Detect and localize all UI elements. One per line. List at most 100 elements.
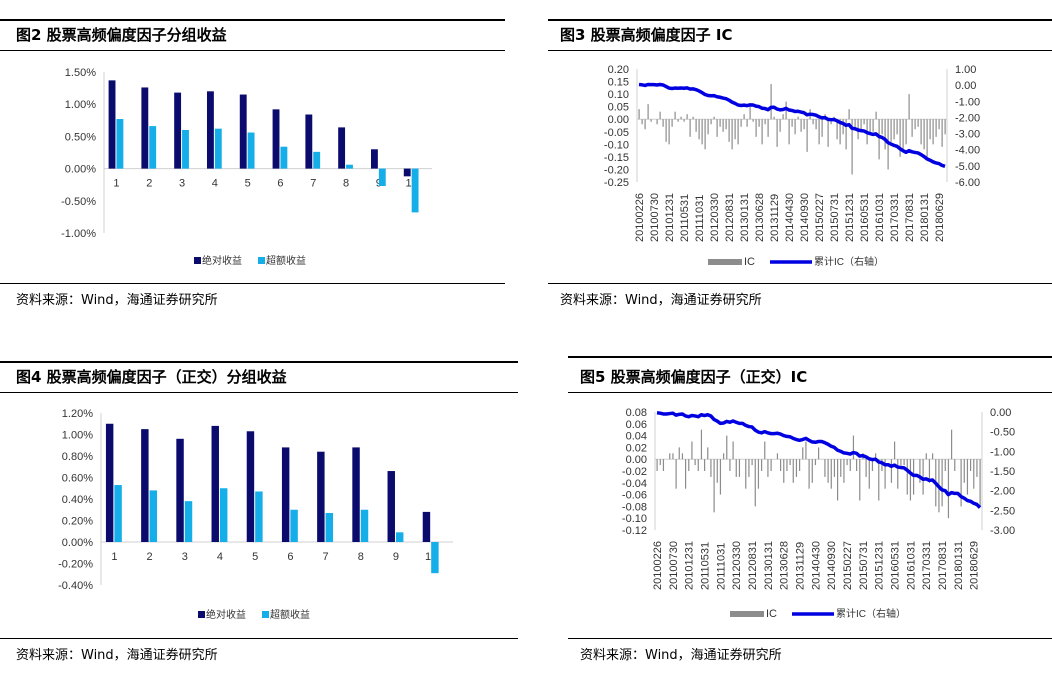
fig5-right-tick: -0.50 — [990, 427, 1015, 439]
fig2-bar-absolute — [370, 149, 378, 169]
fig4-bar-absolute — [317, 451, 325, 542]
fig3-ic-bar — [743, 114, 745, 120]
fig2-source: 资料来源：Wind，海通证券研究所 — [16, 293, 218, 308]
fig5-ic-bar — [675, 459, 677, 489]
fig3-ic-bar — [722, 119, 724, 132]
fig5-right-tick: -2.50 — [990, 505, 1015, 517]
fig2-y-tick: -1.00% — [61, 228, 96, 240]
fig3-left-tick: 0.00 — [608, 114, 629, 126]
fig5-ic-bar — [789, 459, 791, 466]
fig3-ic-bar — [641, 119, 643, 125]
fig2-x-tick: 5 — [245, 178, 251, 190]
fig5-ic-bar — [799, 459, 801, 471]
fig3-ic-bar — [884, 119, 886, 150]
fig3-ic-bar — [863, 119, 865, 125]
fig3-x-tick: 20170831 — [904, 193, 916, 242]
fig3-ic-bar — [869, 119, 871, 135]
fig5-x-tick: 20150731 — [858, 541, 870, 590]
fig3-ic-bar — [941, 119, 943, 147]
fig5-left-tick: -0.02 — [622, 466, 647, 478]
fig5-ic-bar — [745, 459, 747, 489]
fig5-x-tick: 20101231 — [684, 541, 696, 590]
fig4-y-tick: 0.20% — [62, 516, 93, 528]
fig3-x-tick: 20100226 — [634, 193, 646, 242]
fig4-y-tick: -0.40% — [58, 580, 93, 592]
fig5-x-tick: 20151231 — [874, 541, 886, 590]
fig3-top-rule — [548, 19, 1052, 21]
fig5-ic-bar — [700, 429, 703, 460]
fig2-bar-excess — [247, 132, 255, 169]
fig3-ic-bar — [902, 119, 904, 150]
fig5-ic-bar — [729, 459, 731, 471]
fig4-x-tick: 2 — [147, 551, 153, 563]
fig3-ic-bar — [671, 119, 673, 127]
fig2-bar-absolute — [141, 87, 149, 169]
fig5-left-tick: 0.08 — [626, 407, 647, 419]
fig3-ic-bar — [704, 119, 706, 150]
fig3-ic-bar — [944, 119, 946, 135]
fig4-bar-absolute — [422, 511, 431, 542]
fig4-bar-excess — [325, 512, 334, 542]
fig3-ic-bar — [848, 109, 850, 120]
fig5-ic-bar — [678, 447, 680, 460]
fig5-right-tick: 0.00 — [990, 407, 1011, 419]
fig4-legend-swatch — [198, 611, 205, 618]
fig3-ic-bar — [770, 84, 772, 120]
fig5-x-tick: 20100730 — [668, 541, 680, 590]
fig3-x-tick: 20110531 — [679, 194, 691, 242]
fig2-x-tick: 1 — [113, 178, 119, 190]
fig5-ic-bar — [811, 459, 813, 483]
fig5-ic-bar — [748, 459, 750, 477]
fig5-ic-bar — [846, 459, 848, 466]
fig3-ic-bar — [914, 119, 916, 130]
fig5-ic-bar — [685, 459, 687, 489]
fig5-ic-bar — [767, 459, 769, 477]
fig5-title-rule — [568, 392, 1052, 393]
fig3-ic-bar — [827, 119, 829, 147]
fig5-ic-bar — [757, 459, 760, 489]
fig3-ic-bar — [674, 111, 676, 120]
fig3-right-tick: -5.00 — [955, 161, 980, 173]
fig5-ic-bar — [814, 459, 817, 466]
fig5-ic-bar — [761, 459, 763, 471]
fig5-ic-bar — [928, 459, 931, 483]
fig4-y-tick: -0.20% — [58, 559, 93, 571]
fig4-x-tick: 8 — [358, 551, 364, 563]
fig4-bar-absolute — [176, 438, 184, 542]
fig3-left-tick: 0.10 — [608, 89, 629, 101]
fig4-legend-swatch — [262, 611, 269, 618]
fig5-x-tick: 20161031 — [905, 541, 917, 590]
fig3-ic-bar — [650, 119, 652, 122]
fig5-ic-bar — [716, 459, 718, 483]
fig5-x-tick: 20111031 — [715, 543, 727, 590]
fig5-ic-bar — [909, 459, 912, 501]
fig3-ic-bar — [803, 119, 805, 130]
fig3-ic-bar — [929, 119, 931, 140]
fig3-ic-bar — [719, 119, 721, 127]
fig2-y-tick: -0.50% — [61, 196, 96, 208]
fig5-x-tick: 20120330 — [731, 541, 743, 590]
fig5-ic-bar — [707, 447, 709, 460]
fig5-ic-bar — [719, 459, 722, 495]
fig3-legend-ic-swatch — [708, 259, 742, 265]
fig5-legend-cum-label: 累计IC（右轴） — [836, 607, 906, 620]
fig5-ic-bar — [947, 459, 950, 519]
fig3-ic-bar — [761, 119, 763, 145]
fig3-ic-bar — [911, 119, 913, 137]
fig3-right-tick: -4.00 — [955, 145, 980, 157]
fig3-ic-bar — [698, 119, 700, 140]
fig4-top-rule — [0, 361, 518, 363]
fig2-top-rule — [0, 19, 505, 21]
fig3-source: 资料来源：Wind，海通证券研究所 — [560, 293, 762, 308]
fig5-left-tick: 0.06 — [626, 419, 647, 431]
fig4-y-tick: 0.80% — [62, 451, 93, 463]
fig3-ic-bar — [851, 119, 853, 175]
fig3-ic-bar — [752, 119, 754, 122]
fig3-ic-bar — [644, 119, 646, 130]
fig5-ic-bar — [830, 459, 832, 489]
fig3-ic-bar — [842, 119, 844, 135]
fig3-ic-bar — [818, 119, 820, 145]
fig3-ic-bar — [656, 119, 658, 125]
fig5-left-tick: 0.00 — [626, 454, 647, 466]
fig3-left-tick: 0.05 — [608, 102, 629, 114]
